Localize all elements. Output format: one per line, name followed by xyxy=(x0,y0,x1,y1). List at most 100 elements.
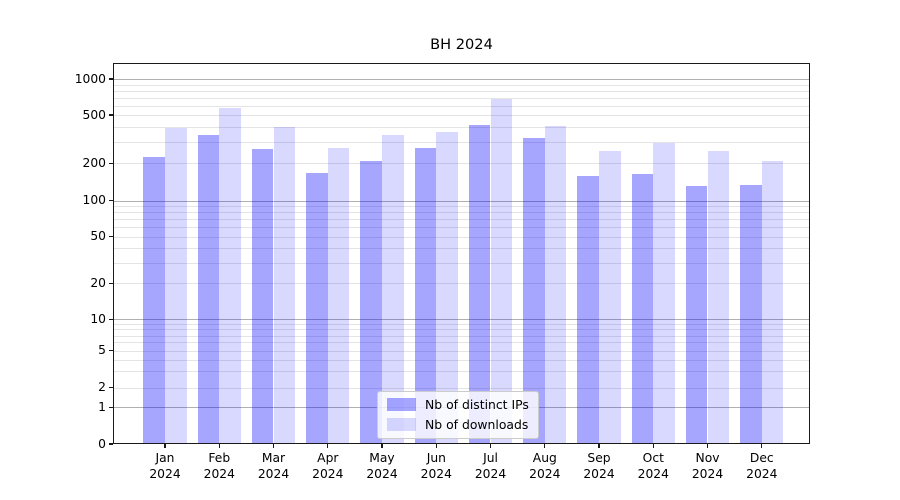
y-axis-tick-label: 10 xyxy=(90,311,106,326)
y-tick-mark xyxy=(109,443,113,445)
ips-bar-jan xyxy=(143,157,165,444)
y-axis-tick-label: 50 xyxy=(90,229,106,244)
legend-swatch xyxy=(387,398,416,411)
x-tick-month: Sep xyxy=(587,451,611,465)
x-tick-mark xyxy=(598,444,600,448)
x-tick-month: Aug xyxy=(532,451,557,465)
y-tick-mark xyxy=(109,282,113,284)
y-axis-tick-label: 5 xyxy=(98,343,106,358)
gridline-y-200 xyxy=(113,163,810,165)
downloads-bar-oct xyxy=(653,142,675,444)
gridline-y-5 xyxy=(113,350,810,352)
gridline-y-20 xyxy=(113,283,810,285)
downloads-bar-mar xyxy=(273,127,296,444)
y-tick-mark xyxy=(109,199,113,202)
downloads-bar-jan xyxy=(165,127,187,444)
x-axis-tick-label: Jul 2024 xyxy=(456,451,526,482)
x-tick-mark xyxy=(706,444,709,448)
x-axis-tick-label: Dec 2024 xyxy=(727,451,797,482)
legend-label: Nb of downloads xyxy=(425,417,529,432)
x-axis-tick-label: Apr 2024 xyxy=(293,451,363,482)
y-axis-tick-label: 100 xyxy=(82,193,106,207)
x-tick-mark xyxy=(544,444,546,448)
x-tick-month: Jul xyxy=(483,451,498,465)
x-tick-mark xyxy=(272,444,275,448)
x-axis-tick-label: Nov 2024 xyxy=(673,451,743,482)
gridline-y-90 xyxy=(113,206,810,207)
ips-bar-aug xyxy=(523,138,545,444)
downloads-bar-nov xyxy=(707,151,730,444)
downloads-bar-feb xyxy=(219,107,241,444)
x-tick-mark xyxy=(652,444,654,448)
ips-bar-jun xyxy=(414,147,437,444)
legend-swatch xyxy=(387,418,416,431)
x-axis-tick-label: Sep 2024 xyxy=(564,451,634,482)
gridline-y-80 xyxy=(113,212,810,214)
x-tick-year: 2024 xyxy=(203,466,235,481)
x-tick-year: 2024 xyxy=(529,466,561,481)
ips-bar-sep xyxy=(577,175,599,444)
x-axis-tick-label: Oct 2024 xyxy=(618,451,688,482)
x-tick-month: Feb xyxy=(208,451,231,465)
downloads-bar-jul xyxy=(490,99,513,444)
downloads-bar-may xyxy=(382,135,404,444)
gridline-y-6 xyxy=(113,342,810,344)
x-tick-year: 2024 xyxy=(637,466,669,481)
gridline-y-500 xyxy=(113,115,810,116)
x-tick-month: Jun xyxy=(426,451,446,465)
x-tick-mark xyxy=(761,444,763,448)
y-tick-mark xyxy=(109,78,113,80)
legend-label: Nb of distinct IPs xyxy=(425,397,529,412)
x-tick-year: 2024 xyxy=(149,466,181,481)
y-axis-tick-label: 0 xyxy=(98,436,106,451)
x-tick-year: 2024 xyxy=(312,466,344,481)
gridline-y-60 xyxy=(113,227,810,229)
x-tick-mark xyxy=(489,444,492,448)
gridline-y-30 xyxy=(113,262,810,264)
x-tick-mark xyxy=(381,444,383,448)
x-tick-month: Oct xyxy=(642,451,664,465)
gridline-y-50 xyxy=(113,236,810,238)
gridline-y-40 xyxy=(113,248,810,249)
gridline-y-2 xyxy=(113,387,810,389)
gridline-y-400 xyxy=(113,126,810,128)
y-tick-mark xyxy=(109,236,113,238)
gridline-y-600 xyxy=(113,105,810,107)
x-axis-tick-label: Jun 2024 xyxy=(401,451,471,482)
y-axis-tick-label: 200 xyxy=(82,155,106,170)
x-tick-month: Apr xyxy=(317,451,339,465)
x-axis-tick-label: Mar 2024 xyxy=(239,451,309,482)
gridline-y-7 xyxy=(113,335,810,337)
ips-bar-jul xyxy=(468,125,491,444)
x-tick-year: 2024 xyxy=(366,466,398,481)
x-tick-month: Nov xyxy=(695,451,720,465)
ips-bar-may xyxy=(360,161,382,444)
y-axis-tick-label: 500 xyxy=(82,107,106,122)
downloads-bar-sep xyxy=(599,150,621,444)
x-axis-tick-label: Feb 2024 xyxy=(184,451,254,482)
downloads-bar-aug xyxy=(544,125,567,444)
y-axis-tick-label: 2 xyxy=(98,380,106,395)
gridline-y-70 xyxy=(113,219,810,221)
gridline-y-800 xyxy=(113,90,810,92)
y-axis-tick-label: 20 xyxy=(90,275,106,290)
x-tick-mark xyxy=(164,444,166,448)
ips-bar-oct xyxy=(631,174,654,444)
y-tick-mark xyxy=(109,318,113,320)
gridline-y-700 xyxy=(113,97,810,99)
gridline-y-1000 xyxy=(113,79,810,80)
y-tick-mark xyxy=(109,350,113,352)
gridline-y-9 xyxy=(113,324,810,326)
x-tick-month: May xyxy=(369,451,395,465)
gridline-y-10 xyxy=(113,319,810,321)
ips-bar-feb xyxy=(197,134,220,444)
x-axis-tick-label: May 2024 xyxy=(347,451,417,482)
x-axis-tick-label: Aug 2024 xyxy=(510,451,580,482)
x-tick-year: 2024 xyxy=(746,466,778,481)
x-tick-mark xyxy=(435,444,437,448)
y-axis-tick-label: 1 xyxy=(98,399,106,414)
x-tick-mark xyxy=(218,444,220,448)
ips-bar-apr xyxy=(306,172,328,444)
downloads-bar-apr xyxy=(327,147,350,444)
y-tick-mark xyxy=(109,114,113,116)
